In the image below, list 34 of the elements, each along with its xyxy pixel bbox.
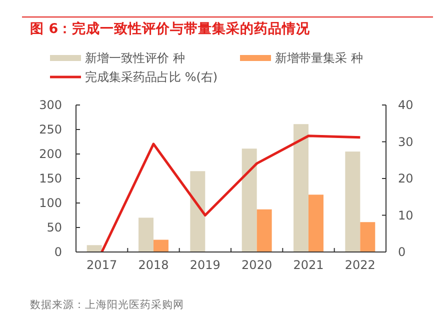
x-tick-label: 2022	[344, 258, 376, 272]
bar	[345, 152, 360, 252]
x-tick-label: 2018	[138, 258, 169, 272]
y2-tick-label: 0	[398, 245, 406, 260]
y2-tick-label: 40	[398, 98, 414, 112]
bar	[256, 209, 272, 252]
x-tick-label: 2017	[86, 258, 118, 272]
y-tick-label: 150	[39, 172, 62, 186]
x-tick-label: 2019	[190, 258, 220, 272]
line-series	[100, 134, 362, 254]
y-tick-label: 300	[39, 98, 62, 112]
y-tick-label: 50	[46, 220, 62, 235]
y-tick-label: 0	[54, 245, 62, 260]
bar	[138, 218, 154, 252]
bar	[154, 240, 168, 252]
bar	[242, 148, 257, 252]
bar	[294, 124, 308, 252]
y-tick-label: 100	[39, 196, 62, 210]
y2-tick-label: 30	[398, 134, 414, 149]
y2-tick-label: 10	[398, 208, 414, 222]
bar	[86, 245, 102, 252]
bar	[190, 171, 206, 252]
legend-label: 新增带量集采 种	[275, 51, 363, 66]
legend-label: 新增一致性评价 种	[85, 51, 185, 66]
chart-title: 图 6：完成一致性评价与带量集采的药品情况	[30, 20, 312, 37]
y2-tick-label: 20	[398, 172, 414, 186]
y-tick-label: 250	[39, 122, 62, 137]
source-note: 数据来源：上海阳光医药采购网	[30, 298, 184, 311]
x-tick-label: 2021	[293, 258, 324, 272]
legend-label: 完成集采药品占比 %(右)	[85, 70, 218, 84]
bar	[308, 194, 324, 252]
bar	[360, 222, 376, 252]
x-tick-label: 2020	[242, 258, 272, 272]
y-tick-label: 200	[39, 147, 62, 162]
